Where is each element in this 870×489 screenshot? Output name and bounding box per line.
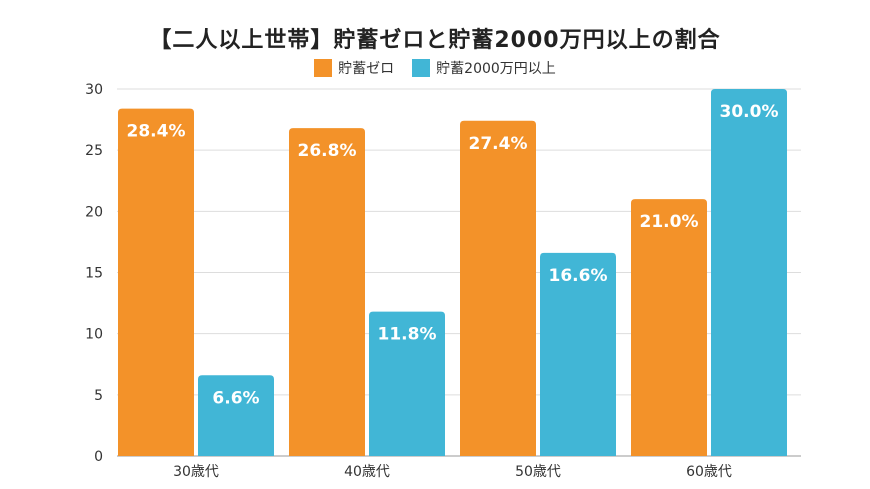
- bar: [460, 120, 536, 456]
- x-tick-label: 50歳代: [515, 464, 561, 480]
- x-tick-label: 30歳代: [173, 464, 219, 480]
- bar: [289, 128, 365, 456]
- data-label: 27.4%: [469, 134, 528, 154]
- data-label: 30.0%: [720, 102, 779, 122]
- bar: [369, 311, 445, 456]
- data-label: 28.4%: [127, 122, 186, 142]
- legend-swatch-orange: [314, 59, 333, 77]
- y-tick-label: 30: [85, 82, 103, 98]
- y-tick-label: 10: [85, 327, 103, 343]
- y-tick-label: 5: [94, 388, 103, 404]
- data-label: 6.6%: [212, 388, 259, 408]
- bar: [711, 89, 787, 456]
- legend-item-zero: 貯蓄ゼロ: [314, 58, 394, 78]
- legend-label: 貯蓄2000万円以上: [436, 61, 556, 77]
- bar: [631, 199, 707, 456]
- legend-item-2000: 貯蓄2000万円以上: [412, 58, 556, 78]
- legend-label: 貯蓄ゼロ: [338, 61, 395, 77]
- chart-title: 【二人以上世帯】貯蓄ゼロと貯蓄2000万円以上の割合: [149, 28, 721, 53]
- legend: 貯蓄ゼロ 貯蓄2000万円以上: [0, 58, 870, 78]
- bar: [198, 375, 274, 456]
- data-label: 21.0%: [640, 212, 699, 232]
- legend-swatch-blue: [412, 59, 431, 77]
- y-tick-label: 25: [85, 143, 103, 159]
- data-label: 26.8%: [298, 141, 357, 161]
- y-tick-label: 0: [94, 449, 103, 465]
- bar: [118, 108, 194, 456]
- bar: [540, 252, 616, 456]
- data-label: 11.8%: [378, 325, 437, 345]
- y-tick-label: 20: [85, 204, 103, 220]
- x-tick-label: 40歳代: [344, 464, 390, 480]
- x-tick-label: 60歳代: [686, 464, 732, 480]
- y-tick-label: 15: [85, 266, 103, 282]
- data-label: 16.6%: [549, 266, 608, 286]
